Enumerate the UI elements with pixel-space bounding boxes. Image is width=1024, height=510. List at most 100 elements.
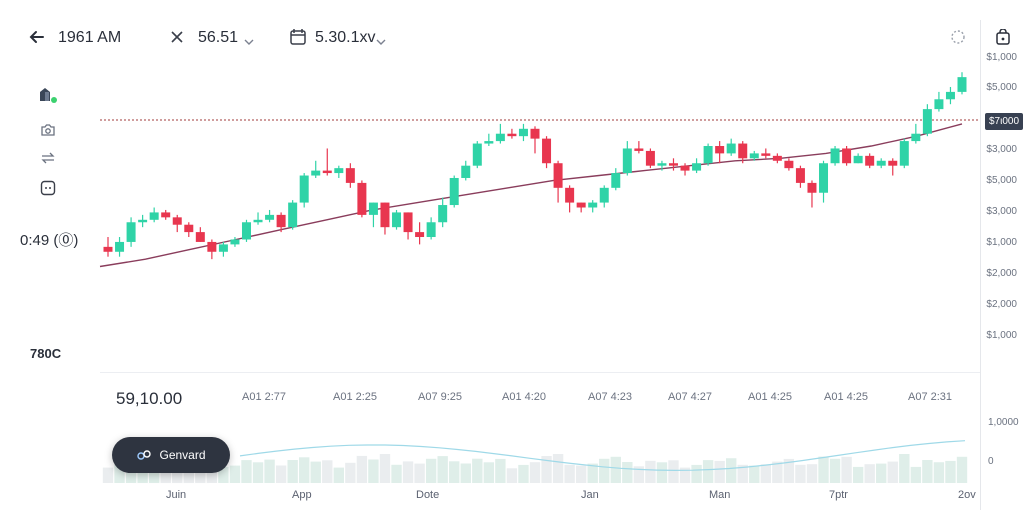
candle-body [749,153,759,159]
candle [934,91,944,112]
volume-bar [241,460,252,483]
camera-button[interactable] [36,118,60,142]
volume-bar [691,464,702,483]
swap-button[interactable] [36,146,60,170]
candle [403,212,413,240]
bottom-label: 780C [30,346,62,361]
month-label: Jan [581,489,599,501]
time-label: A01 4:25 [748,391,793,403]
candle-body [622,148,632,174]
candle-body [888,160,898,166]
candle [126,217,136,247]
candle-body [438,205,448,223]
candle [507,128,517,139]
candle-body [345,168,355,183]
candle-body [299,175,309,203]
volume-bar [760,464,772,483]
range-dropdown[interactable] [376,33,386,51]
summary-value: 59,10.00 [116,389,183,408]
candle [911,123,921,144]
candle [819,160,829,203]
calendar-icon [290,29,306,45]
volume-bar [114,464,125,483]
volume-bar [379,454,391,483]
price-label: $1,000 [986,330,1017,341]
candle-body [703,146,713,164]
candle-body [761,153,771,156]
candle [288,200,298,230]
volume-bar [356,455,368,483]
time-label: A01 4:20 [502,391,547,403]
time-axis-divider [100,372,980,373]
candle [772,153,782,164]
loading-indicator [950,29,966,50]
candle [749,150,759,161]
volume-bar [483,462,495,483]
genvard-button-label: Genvard [159,448,206,462]
candle-body [922,109,932,134]
candle [784,158,794,171]
time-label: A07 4:23 [588,391,633,403]
candle [161,209,171,220]
candle-body [518,128,528,137]
candle-body [853,155,863,164]
month-label: Dote [416,489,440,501]
volume-bar [599,458,610,483]
calendar-button[interactable] [289,28,307,51]
bag-button[interactable] [995,28,1011,50]
volume-label: 0 [988,456,994,467]
candle [311,160,321,178]
candle-body [357,182,367,215]
candle-body [311,170,321,176]
candle [795,165,805,188]
volume-bar [368,459,379,483]
volume-label: 1,0000 [988,417,1019,428]
square-button[interactable] [36,176,60,200]
candle [726,138,736,156]
candle-body [599,187,609,203]
chart-icon [40,88,57,103]
volume-bar [876,463,887,483]
genvard-button[interactable]: Genvard [112,437,230,473]
candle-body [611,173,621,188]
candle [530,126,540,154]
volume-bar [160,467,171,483]
volume-bar [275,465,287,483]
candle [611,168,621,191]
candle-body [807,182,817,193]
volume-bar [437,456,448,483]
candle-body [172,217,182,225]
time-label: A01 4:25 [824,391,869,403]
candle-body [784,160,794,169]
volume-bar [864,464,875,483]
candle [542,136,552,169]
volume-bar [622,462,633,483]
price-label: $3,000 [986,206,1017,217]
candle [842,146,852,166]
candle [680,163,690,176]
volume-bar [841,456,852,483]
candle-body [876,160,886,166]
back-button[interactable] [28,28,46,51]
volume-bar [633,466,645,483]
candle-body [507,133,517,137]
candle [657,160,667,171]
time-label: A07 4:27 [668,391,713,403]
chart-button[interactable] [36,82,60,106]
candle [899,138,909,169]
candle-body [334,168,344,174]
volume-bar [829,458,841,483]
timer-label: 0:49 (⓪) [20,232,79,249]
candle-body [588,202,598,208]
spinner-icon [951,30,965,44]
moving-average-line [99,123,963,268]
value-dropdown[interactable] [244,33,254,51]
candle-body [830,148,840,164]
candle [380,202,390,235]
time-label: A07 2:31 [908,391,953,403]
close-button[interactable] [170,30,184,49]
candle [345,163,355,188]
month-label: Juin [166,489,187,501]
candle [115,237,125,257]
